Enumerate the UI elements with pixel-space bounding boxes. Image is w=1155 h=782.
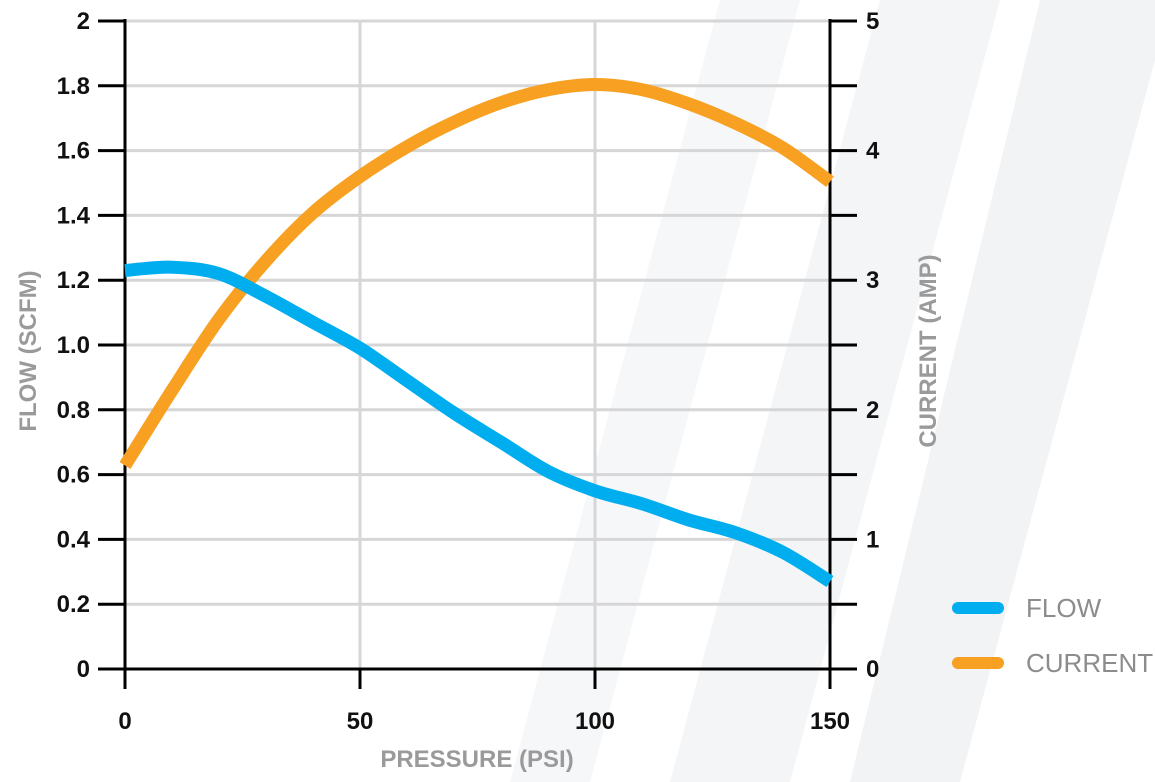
y-tick-label-left: 0.6 — [57, 462, 90, 489]
y-tick-label-left: 1.6 — [57, 138, 90, 165]
y-tick-label-left: 1.4 — [57, 202, 91, 229]
tick-labels: 0 0.2 0.4 0.6 0.8 1.0 1.2 1.4 1.6 1.8 2 0 50 100 150 0 1… — [57, 8, 880, 735]
background-decoration — [510, 0, 1155, 782]
y-tick-label-left: 1.0 — [57, 332, 90, 359]
x-tick-label: 100 — [575, 708, 615, 735]
y-tick-label-right: 5 — [866, 8, 879, 35]
y-tick-label-right: 0 — [866, 656, 879, 683]
legend-label-flow: FLOW — [1026, 593, 1102, 623]
y-tick-label-left: 0.8 — [57, 397, 90, 424]
legend: FLOW CURRENT — [952, 593, 1153, 678]
y-tick-label-left: 2 — [77, 8, 90, 35]
legend-label-current: CURRENT — [1026, 648, 1153, 678]
y-tick-label-right: 3 — [866, 267, 879, 294]
x-tick-label: 50 — [347, 708, 374, 735]
x-axis-title: PRESSURE (PSI) — [380, 746, 573, 773]
y-tick-label-right: 2 — [866, 397, 879, 424]
y-axis-title-left: FLOW (SCFM) — [15, 270, 42, 431]
y-tick-label-left: 0.4 — [57, 526, 91, 553]
x-tick-label: 0 — [118, 708, 131, 735]
y-tick-label-left: 1.8 — [57, 73, 90, 100]
legend-item-flow: FLOW — [952, 593, 1102, 623]
series — [119, 78, 834, 588]
y-axis-title-right: CURRENT (AMP) — [915, 254, 942, 447]
y-tick-label-left: 0.2 — [57, 591, 90, 618]
y-tick-label-right: 4 — [866, 138, 880, 165]
y-tick-label-left: 1.2 — [57, 267, 90, 294]
y-tick-label-left: 0 — [77, 656, 90, 683]
x-tick-label: 150 — [810, 708, 850, 735]
y-tick-label-right: 1 — [866, 526, 879, 553]
series-line-current — [119, 78, 834, 469]
series-line-flow — [124, 260, 834, 588]
legend-item-current: CURRENT — [952, 648, 1153, 678]
